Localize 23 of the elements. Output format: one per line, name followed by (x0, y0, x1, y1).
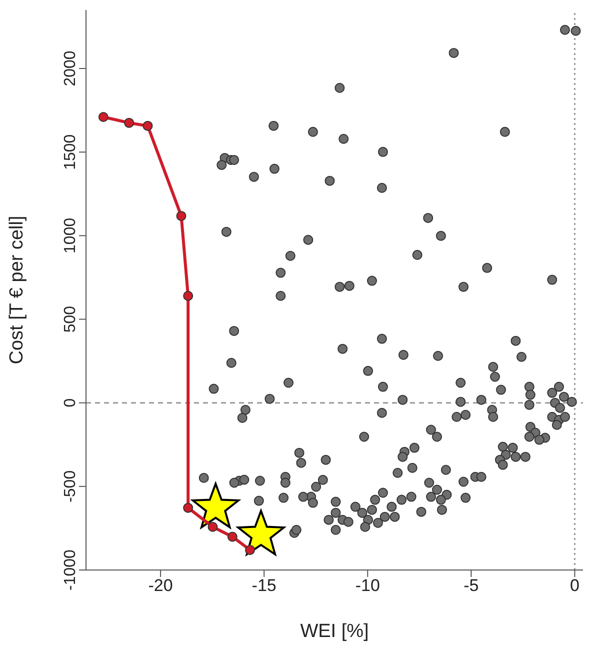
point (142, 120, 153, 131)
y-axis-title: Cost [T € per cell] (6, 216, 28, 364)
y-tick-label: -500 (62, 470, 79, 502)
point (208, 522, 218, 532)
x-tick-label: 0 (570, 576, 580, 596)
y-tick-label: -1000 (62, 549, 79, 590)
y-tick-label: 1000 (62, 218, 79, 254)
x-tick-label: -10 (355, 576, 380, 596)
point (98, 112, 108, 122)
point (183, 290, 194, 301)
point (245, 544, 256, 555)
point (124, 118, 134, 128)
x-axis-title: WEI [%] (300, 621, 369, 642)
y-tick-label: 1500 (62, 134, 79, 170)
y-tick-label: 500 (62, 306, 79, 333)
y-tick-label: 0 (62, 398, 79, 408)
x-tick-label: -15 (252, 576, 276, 596)
y-tick-label: 2000 (62, 50, 79, 86)
point (183, 502, 194, 513)
point (227, 532, 238, 542)
x-tick-label: -5 (464, 576, 479, 596)
x-tick-label: -20 (148, 576, 173, 596)
point (176, 210, 186, 221)
